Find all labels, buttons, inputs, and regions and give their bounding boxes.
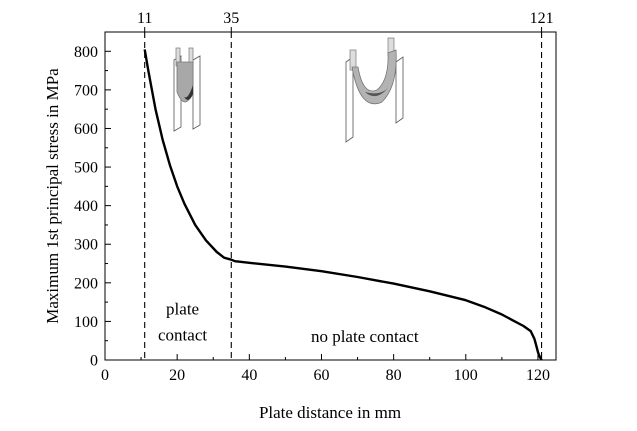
y-tick-label: 400 (74, 198, 98, 215)
x-axis-title: Plate distance in mm (259, 403, 401, 422)
vertical-reference-lines (144, 32, 543, 360)
top-label-35: 35 (223, 10, 239, 27)
stress-series-line (143, 49, 543, 361)
x-axis: 0 20 40 60 80 100 120 (101, 354, 550, 384)
y-axis-title: Maximum 1st principal stress in MPa (43, 68, 62, 324)
large-plate-illustration (345, 37, 404, 143)
top-label-121: 121 (530, 10, 554, 27)
x-tick-label: 80 (386, 367, 402, 384)
annotation-text: plate (166, 299, 199, 318)
y-tick-label: 700 (74, 82, 98, 99)
y-tick-label: 500 (74, 160, 98, 177)
y-tick-label: 300 (74, 237, 98, 254)
annotation-text: no plate contact (311, 327, 419, 346)
y-tick-label: 800 (74, 44, 98, 61)
small-plate-illustration (173, 47, 201, 132)
x-tick-label: 0 (101, 367, 109, 384)
plot-frame (104, 31, 557, 361)
series-group (143, 49, 543, 361)
top-label-11: 11 (137, 10, 152, 27)
y-tick-label: 100 (74, 314, 98, 331)
y-tick-label: 200 (74, 275, 98, 292)
x-tick-label: 120 (526, 367, 550, 384)
annotations: plate contact no plate contact (158, 299, 419, 345)
x-tick-label: 20 (169, 367, 185, 384)
y-tick-label: 0 (90, 353, 98, 370)
x-tick-label: 40 (241, 367, 257, 384)
y-tick-label: 600 (74, 121, 98, 138)
annotation-text: contact (158, 325, 207, 344)
top-vline-labels: 11 35 121 (137, 10, 554, 32)
x-tick-label: 60 (313, 367, 329, 384)
x-tick-label: 100 (454, 367, 478, 384)
y-axis: 0 100 200 300 400 500 600 700 800 (74, 44, 111, 370)
